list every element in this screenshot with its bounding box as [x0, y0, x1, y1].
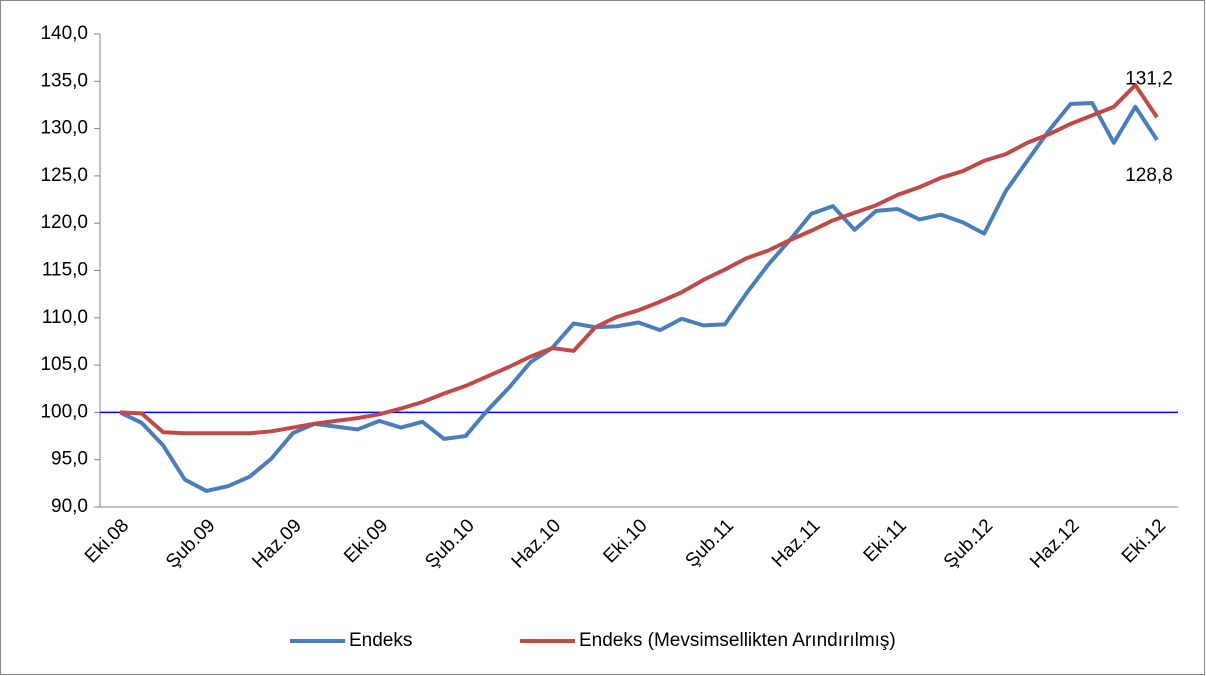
y-tick-label: 115,0 [42, 260, 88, 281]
legend-label: Endeks (Mevsimsellikten Arındırılmış) [579, 630, 896, 651]
legend-label: Endeks [349, 630, 412, 651]
y-tick-label: 130,0 [40, 118, 88, 139]
series-line [119, 83, 1159, 436]
y-tick-label: 105,0 [40, 354, 88, 375]
y-tick-label: 120,0 [40, 212, 88, 233]
y-tick-label: 135,0 [40, 70, 88, 91]
y-tick-label: 95,0 [51, 449, 88, 470]
y-tick-label: 140,0 [40, 23, 88, 44]
y-tick-label: 90,0 [51, 496, 88, 517]
y-tick-label: 125,0 [40, 165, 88, 186]
data-label: 128,8 [1125, 165, 1173, 186]
y-tick-label: 100,0 [40, 401, 88, 422]
series-line [119, 101, 1159, 493]
y-tick-label: 110,0 [42, 307, 88, 328]
data-label: 131,2 [1125, 68, 1173, 89]
